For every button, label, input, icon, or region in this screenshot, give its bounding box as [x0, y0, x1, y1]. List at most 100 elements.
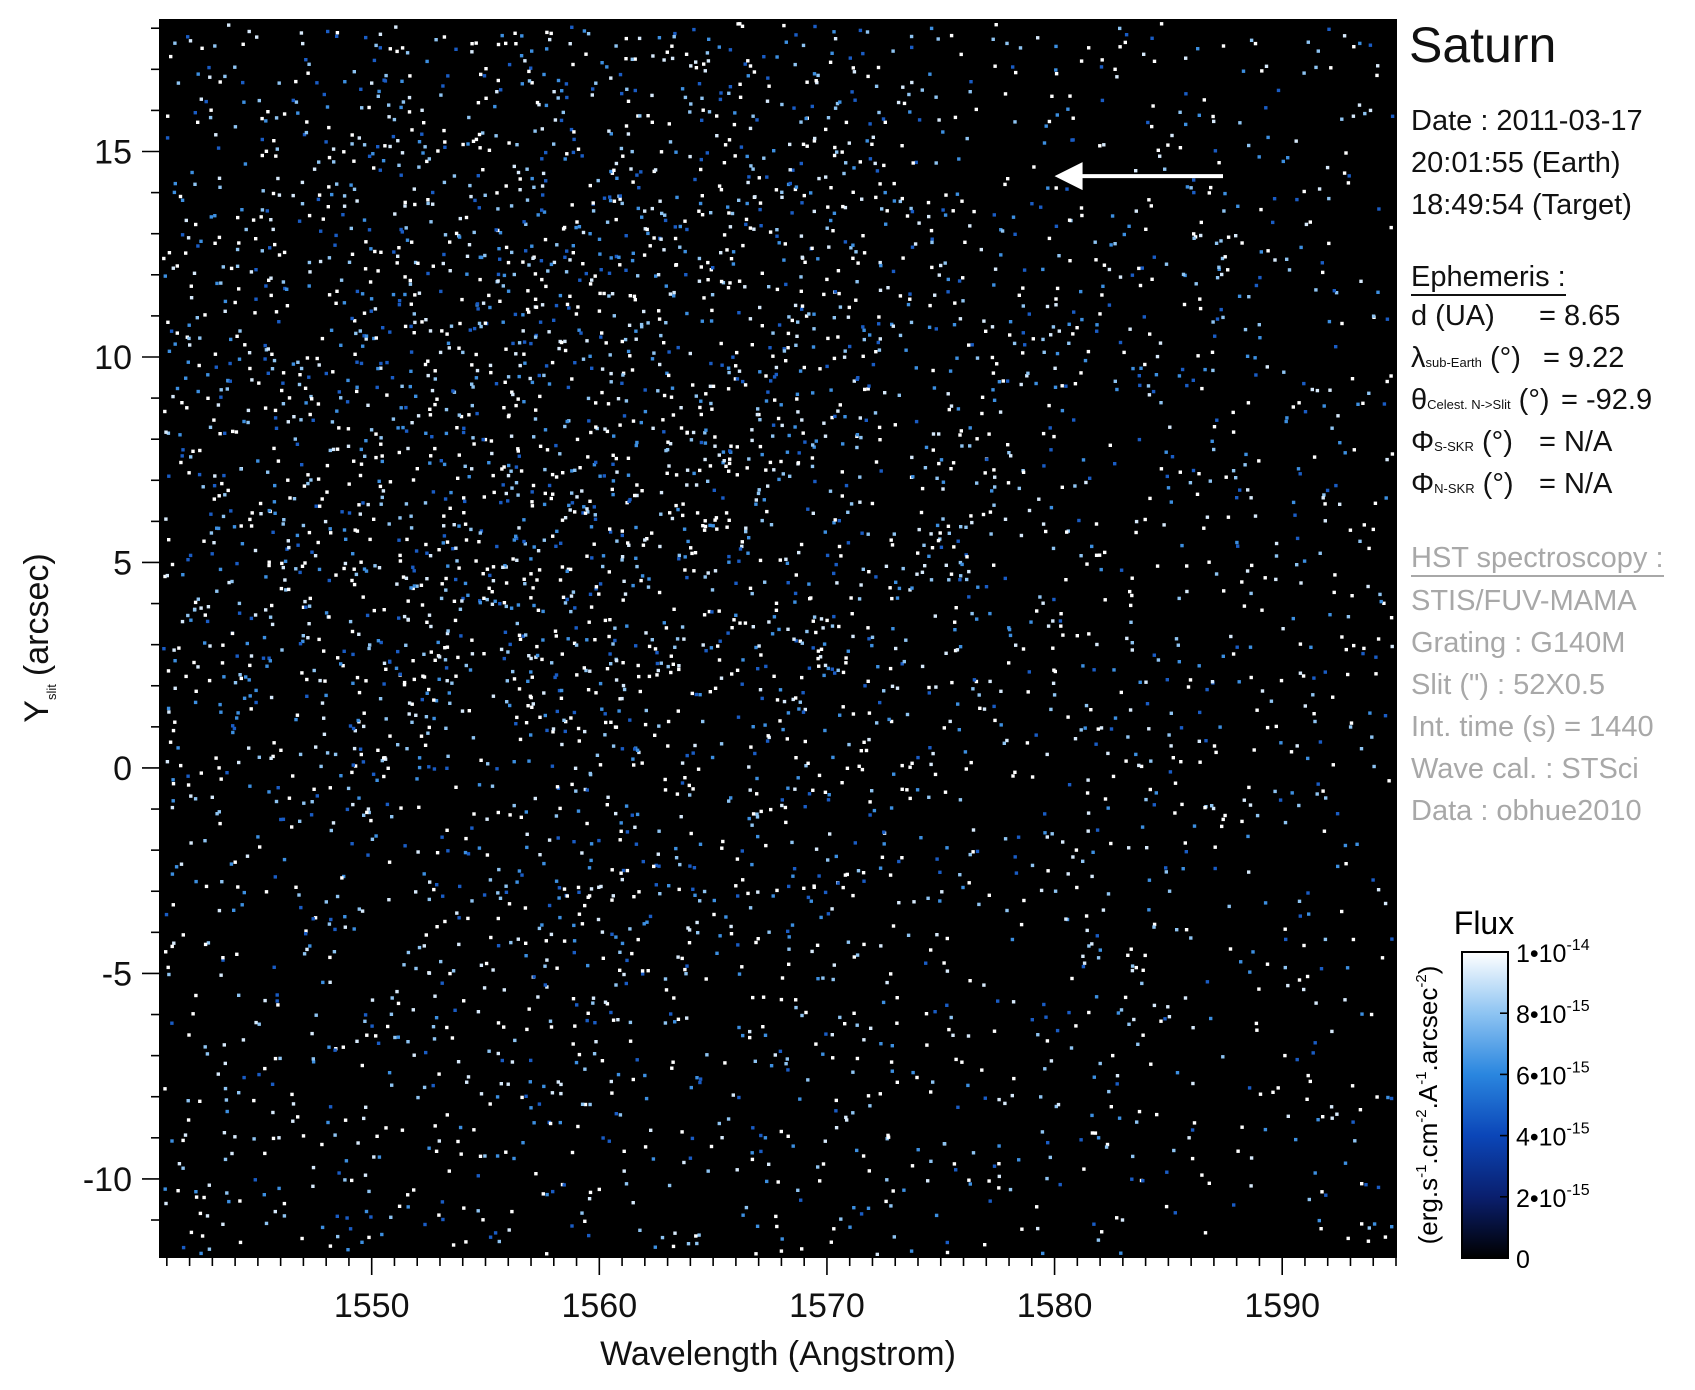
flux-pixel — [748, 64, 753, 68]
flux-pixel — [1080, 213, 1084, 218]
flux-pixel — [1166, 486, 1171, 490]
flux-pixel — [281, 817, 286, 821]
flux-pixel — [803, 707, 807, 712]
flux-pixel — [271, 1136, 276, 1141]
flux-pixel — [758, 688, 763, 692]
flux-pixel — [747, 816, 751, 821]
flux-pixel — [874, 350, 878, 354]
flux-pixel — [861, 871, 866, 875]
flux-pixel — [1138, 283, 1143, 288]
flux-pixel — [468, 668, 473, 672]
flux-pixel — [1075, 326, 1079, 330]
flux-pixel — [1179, 760, 1183, 764]
flux-pixel — [1043, 1067, 1047, 1071]
date-line: Date : 2011-03-17 — [1411, 105, 1643, 137]
flux-pixel — [1215, 276, 1220, 280]
flux-pixel — [708, 523, 712, 528]
flux-pixel — [910, 245, 915, 249]
flux-pixel — [477, 206, 481, 210]
flux-pixel — [780, 190, 784, 194]
flux-pixel — [860, 531, 864, 535]
flux-pixel — [409, 369, 413, 373]
flux-pixel — [672, 294, 676, 298]
flux-pixel — [744, 526, 748, 530]
flux-pixel — [603, 618, 608, 623]
flux-pixel — [171, 903, 175, 907]
flux-pixel — [485, 817, 489, 821]
flux-pixel — [199, 606, 203, 610]
flux-pixel — [367, 1235, 371, 1240]
flux-pixel — [861, 354, 865, 358]
flux-pixel — [1237, 680, 1241, 684]
flux-pixel — [620, 747, 625, 751]
flux-pixel — [623, 337, 628, 342]
flux-pixel — [472, 230, 476, 235]
flux-pixel — [680, 781, 685, 785]
flux-pixel — [327, 125, 331, 130]
flux-pixel — [1348, 528, 1353, 532]
flux-pixel — [642, 309, 646, 314]
flux-pixel — [736, 715, 741, 719]
flux-pixel — [510, 1209, 514, 1214]
flux-pixel — [1152, 59, 1157, 63]
flux-pixel — [1291, 405, 1295, 409]
flux-pixel — [618, 968, 622, 972]
flux-pixel — [719, 341, 723, 346]
flux-pixel — [599, 268, 603, 272]
flux-pixel — [337, 390, 341, 394]
flux-pixel — [1314, 1001, 1318, 1005]
flux-pixel — [638, 1228, 642, 1232]
flux-pixel — [397, 303, 402, 307]
flux-pixel — [869, 1026, 873, 1030]
flux-pixel — [1207, 1181, 1211, 1185]
flux-pixel — [590, 366, 594, 370]
flux-pixel — [194, 1190, 198, 1194]
flux-pixel — [1266, 135, 1270, 140]
flux-pixel — [775, 234, 779, 238]
flux-pixel — [758, 418, 762, 422]
flux-pixel — [1283, 1053, 1287, 1058]
flux-pixel — [797, 550, 801, 555]
flux-pixel — [695, 511, 700, 515]
flux-pixel — [468, 183, 472, 188]
flux-pixel — [954, 1057, 958, 1062]
flux-pixel — [488, 573, 492, 578]
flux-pixel — [917, 118, 922, 122]
flux-pixel — [360, 909, 365, 913]
flux-pixel — [1226, 515, 1231, 519]
flux-pixel — [605, 429, 610, 434]
flux-pixel — [529, 557, 533, 561]
ephemeris-value: = 8.65 — [1539, 300, 1621, 332]
flux-pixel — [519, 469, 524, 473]
flux-pixel — [900, 144, 904, 148]
flux-pixel — [471, 736, 476, 740]
flux-pixel — [622, 1169, 626, 1173]
flux-pixel — [667, 1183, 672, 1188]
flux-pixel — [819, 915, 823, 920]
flux-pixel — [849, 246, 853, 250]
flux-pixel — [727, 91, 731, 95]
flux-pixel — [812, 72, 817, 76]
flux-pixel — [529, 695, 533, 700]
flux-pixel — [425, 551, 429, 555]
flux-pixel — [574, 225, 578, 230]
flux-pixel — [448, 269, 452, 273]
flux-pixel — [917, 527, 921, 532]
flux-pixel — [385, 802, 390, 807]
flux-pixel — [750, 438, 754, 443]
flux-pixel — [718, 934, 722, 938]
flux-pixel — [1274, 577, 1278, 582]
flux-pixel — [368, 280, 373, 284]
flux-pixel — [709, 319, 714, 323]
flux-pixel — [1096, 956, 1101, 960]
flux-pixel — [423, 145, 427, 149]
flux-pixel — [1342, 34, 1347, 38]
flux-pixel — [890, 1069, 894, 1073]
flux-pixel — [1073, 382, 1078, 386]
flux-pixel — [496, 272, 501, 277]
flux-pixel — [729, 932, 734, 936]
flux-pixel — [479, 758, 483, 762]
flux-pixel — [1310, 387, 1314, 392]
flux-pixel — [378, 32, 383, 36]
flux-pixel — [949, 572, 954, 576]
